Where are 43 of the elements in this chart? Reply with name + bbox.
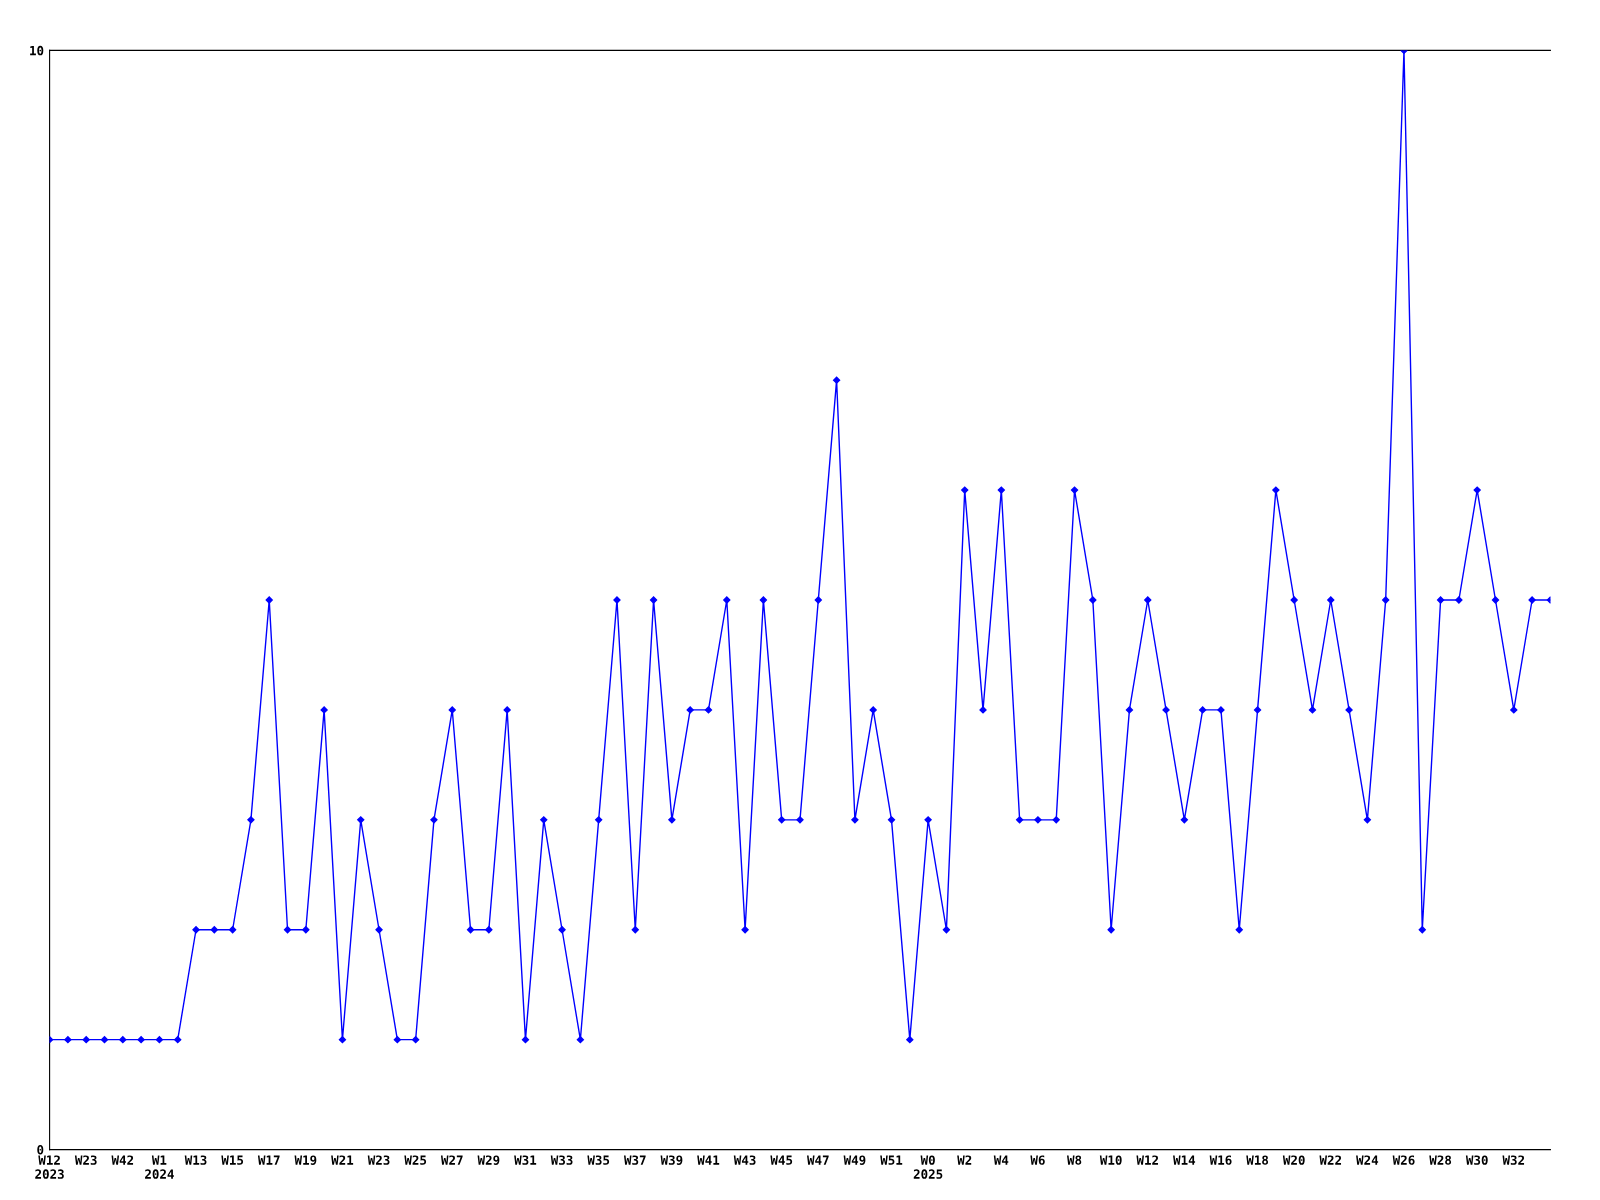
x-tick-label: W17 (257, 1155, 280, 1165)
x-tick-label: W35 (587, 1155, 610, 1165)
x-tick-label: W27 (440, 1155, 463, 1165)
x-tick-label: W39 (660, 1155, 683, 1165)
x-tick-label: W1 2024 (145, 1155, 174, 1179)
x-tick-label: W23 (367, 1155, 390, 1165)
x-tick-label: W21 (331, 1155, 354, 1165)
x-tick-label: W12 2023 (35, 1155, 64, 1179)
x-tick-label: W0 2025 (913, 1155, 943, 1179)
x-tick-label: W37 (623, 1155, 646, 1165)
x-tick-label: W23 (74, 1155, 97, 1165)
x-tick-label: W51 (880, 1155, 903, 1165)
x-tick-label: W15 (221, 1155, 244, 1165)
y-tick-label: 0 (37, 1145, 44, 1155)
x-tick-label: W28 (1429, 1155, 1452, 1165)
x-tick-label: W8 (1067, 1155, 1082, 1165)
x-tick-label: W10 (1099, 1155, 1122, 1165)
x-tick-label: W20 (1282, 1155, 1305, 1165)
x-tick-label: W25 (404, 1155, 427, 1165)
x-tick-label: W26 (1392, 1155, 1415, 1165)
x-tick-label: W19 (294, 1155, 317, 1165)
x-tick-label: W47 (807, 1155, 829, 1165)
x-tick-label: W32 (1502, 1155, 1525, 1165)
x-tick-label: W30 (1465, 1155, 1488, 1165)
x-tick-label: W14 (1173, 1155, 1196, 1165)
x-tick-label: W18 (1246, 1155, 1269, 1165)
x-tick-label: W13 (184, 1155, 207, 1165)
x-tick-label: W6 (1030, 1155, 1045, 1165)
x-tick-label: W33 (550, 1155, 573, 1165)
x-tick-label: W12 (1136, 1155, 1158, 1165)
x-tick-label: W41 (697, 1155, 720, 1165)
x-tick-label: W31 (514, 1155, 537, 1165)
x-tick-label: W49 (843, 1155, 866, 1165)
x-tick-label: W43 (733, 1155, 756, 1165)
x-tick-label: W29 (477, 1155, 500, 1165)
x-tick-label: W4 (993, 1155, 1009, 1165)
x-tick-label: W24 (1356, 1155, 1379, 1165)
x-tick-label: W22 (1319, 1155, 1342, 1165)
x-tick-label: W45 (770, 1155, 793, 1165)
x-tick-label: W2 (957, 1155, 972, 1165)
y-tick-label: 10 (30, 45, 44, 56)
x-tick-label: W42 (111, 1155, 134, 1165)
x-tick-label: W16 (1209, 1155, 1232, 1165)
